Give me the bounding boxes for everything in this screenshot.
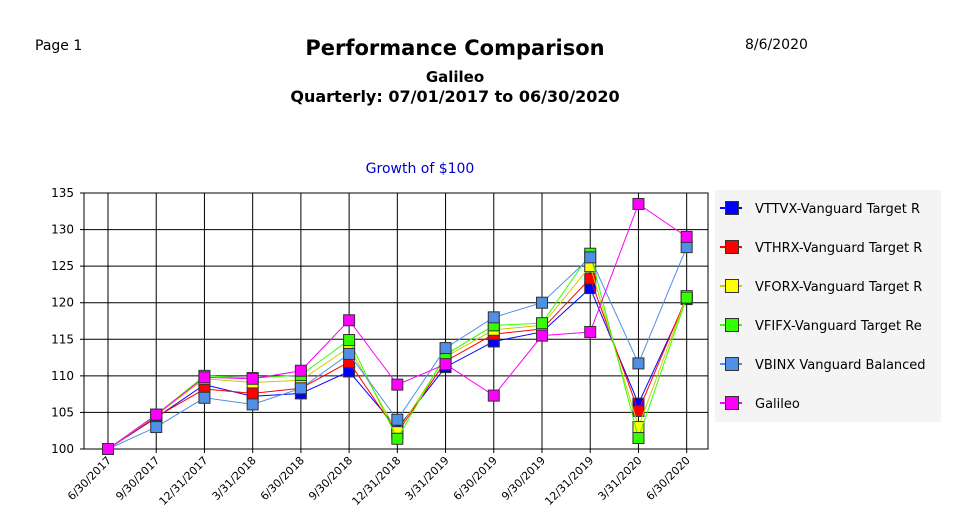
legend-item: VBINX Vanguard Balanced	[720, 357, 926, 373]
data-point	[102, 443, 114, 455]
legend-marker	[725, 279, 739, 293]
y-tick-label: 110	[51, 369, 74, 383]
x-tick-label: 9/30/2017	[113, 454, 162, 503]
legend-label: VTTVX-Vanguard Target R	[755, 202, 920, 217]
x-tick-label: 3/31/2019	[403, 454, 452, 503]
data-point	[487, 389, 500, 402]
x-tick-label: 9/30/2019	[499, 454, 548, 503]
data-point	[246, 387, 259, 400]
data-point	[294, 364, 307, 377]
grid-lines	[84, 192, 708, 450]
legend-marker	[725, 240, 739, 254]
legend-item: VFORX-Vanguard Target R	[720, 279, 922, 295]
data-point	[536, 296, 549, 309]
legend-item: VTHRX-Vanguard Target R	[720, 240, 922, 256]
data-point	[632, 432, 645, 445]
legend-box	[715, 190, 941, 422]
y-tick-label: 105	[51, 405, 74, 419]
y-tick-label: 130	[51, 223, 74, 237]
data-point	[680, 241, 693, 254]
report-title: Performance Comparison	[305, 36, 605, 60]
x-tick-label: 6/30/2020	[644, 454, 693, 503]
legend: VTTVX-Vanguard Target R VTHRX-Vanguard Ta…	[715, 190, 941, 422]
x-tick-label: 12/31/2018	[349, 454, 403, 508]
x-tick-label: 3/31/2020	[595, 454, 644, 503]
legend-marker	[725, 357, 739, 371]
data-point	[680, 291, 693, 304]
x-tick-label: 6/30/2017	[65, 454, 114, 503]
data-point	[198, 371, 211, 384]
data-point	[632, 357, 645, 370]
x-tick-label: 3/31/2018	[210, 454, 259, 503]
data-point	[584, 272, 597, 285]
chart-title: Growth of $100	[366, 161, 475, 177]
y-tick-label: 100	[51, 442, 74, 456]
data-point	[680, 230, 693, 243]
x-tick-label: 6/30/2018	[258, 454, 307, 503]
data-point	[632, 197, 645, 210]
legend-label: Galileo	[755, 397, 800, 412]
legend-label: VFORX-Vanguard Target R	[755, 280, 922, 295]
data-point	[391, 378, 404, 391]
y-axis: 100 105 110 115 120 125 130 135	[51, 186, 84, 456]
x-tick-label: 6/30/2019	[451, 454, 500, 503]
y-tick-label: 115	[51, 332, 74, 346]
plot-frame	[83, 192, 709, 450]
legend-label: VFIFX-Vanguard Target Re	[755, 319, 922, 334]
data-point	[439, 342, 452, 355]
data-point	[536, 329, 549, 342]
report-date: 8/6/2020	[745, 37, 808, 53]
x-tick-label: 9/30/2018	[306, 454, 355, 503]
legend-marker	[725, 396, 739, 410]
data-point	[584, 325, 597, 338]
y-tick-label: 125	[51, 259, 74, 273]
data-point	[536, 317, 549, 330]
legend-marker	[725, 201, 739, 215]
data-point	[343, 314, 356, 327]
data-point	[343, 334, 356, 347]
x-tick-label: 12/31/2017	[157, 454, 211, 508]
legend-item: VFIFX-Vanguard Target Re	[720, 318, 922, 334]
series-layer	[102, 197, 693, 455]
legend-item: Galileo	[720, 396, 800, 412]
x-tick-label: 12/31/2019	[542, 454, 596, 508]
report-period: Quarterly: 07/01/2017 to 06/30/2020	[290, 87, 620, 106]
legend-label: VTHRX-Vanguard Target R	[755, 241, 922, 256]
report-subtitle: Galileo	[425, 68, 485, 86]
legend-item: VTTVX-Vanguard Target R	[720, 201, 920, 217]
data-point	[150, 408, 163, 421]
data-point	[246, 372, 259, 385]
y-tick-label: 135	[51, 186, 74, 200]
data-point	[487, 311, 500, 324]
data-point	[294, 382, 307, 395]
data-point	[584, 251, 597, 264]
data-point	[391, 432, 404, 445]
legend-label: VBINX Vanguard Balanced	[755, 358, 926, 373]
y-tick-label: 120	[51, 296, 74, 310]
data-point	[198, 391, 211, 404]
data-point	[246, 398, 259, 411]
data-point	[391, 413, 404, 426]
data-point	[439, 358, 452, 371]
legend-marker	[725, 318, 739, 332]
series-6	[102, 197, 693, 455]
plot-area	[83, 192, 709, 450]
data-point	[343, 347, 356, 360]
page-number: Page 1	[35, 38, 83, 54]
data-point	[150, 421, 163, 434]
